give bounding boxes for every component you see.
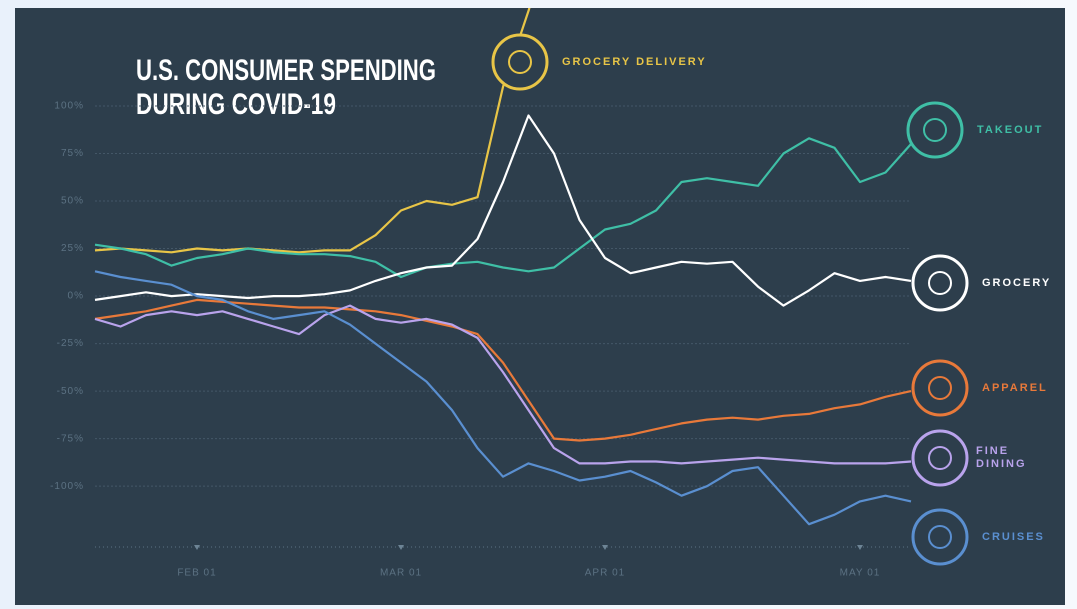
legend-label: CRUISES	[982, 531, 1045, 543]
y-tick-label: -100%	[50, 481, 84, 492]
x-tick-label: APR 01	[585, 568, 625, 579]
y-tick-label: -50%	[57, 386, 84, 397]
series-icon-dot	[928, 525, 952, 549]
series-line	[94, 270, 912, 526]
series-icon	[911, 508, 969, 566]
series-line	[94, 114, 912, 307]
chart-title: DURING COVID-19	[136, 88, 336, 121]
y-tick-label: 75%	[61, 148, 84, 159]
y-tick-label: 25%	[61, 243, 84, 254]
x-tick-label: MAR 01	[380, 568, 422, 579]
series-icon-dot	[928, 446, 952, 470]
series-line	[94, 298, 912, 442]
series-icon-dot	[928, 376, 952, 400]
y-tick-label: 100%	[54, 101, 84, 112]
series-icon-dot	[923, 118, 947, 142]
legend-label: GROCERY DELIVERY	[562, 56, 707, 68]
x-tick	[602, 545, 608, 550]
y-tick-label: 0%	[68, 291, 84, 302]
x-tick	[857, 545, 863, 550]
y-tick-label: 50%	[61, 196, 84, 207]
series-line	[94, 8, 531, 254]
panel	[15, 8, 1065, 605]
legend-label: GROCERY	[982, 277, 1051, 289]
chart-title: U.S. CONSUMER SPENDING	[136, 54, 436, 87]
x-tick	[194, 545, 200, 550]
series-icon-dot	[928, 271, 952, 295]
series-icon	[911, 359, 969, 417]
series-line	[94, 304, 912, 465]
x-tick	[398, 545, 404, 550]
series-icon	[491, 33, 549, 91]
legend-label: APPAREL	[982, 382, 1048, 394]
series-icon-dot	[508, 50, 532, 74]
series-line	[94, 137, 912, 279]
x-tick-label: MAY 01	[840, 568, 881, 579]
series-icon	[911, 254, 969, 312]
x-tick-label: FEB 01	[177, 568, 216, 579]
series-icon	[906, 101, 964, 159]
y-tick-label: -25%	[57, 338, 84, 349]
series-icon	[911, 429, 969, 487]
plot	[94, 8, 912, 526]
legend-label: FINE DINING	[976, 445, 1027, 470]
legend-label: TAKEOUT	[977, 124, 1043, 136]
y-tick-label: -75%	[57, 433, 84, 444]
